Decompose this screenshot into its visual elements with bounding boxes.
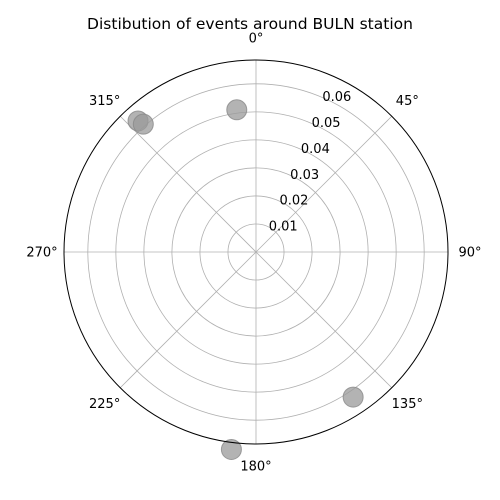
r-tick-label: 0.04 (301, 142, 330, 157)
data-point (132, 113, 154, 135)
theta-tick-label: 270° (26, 246, 57, 261)
r-tick-label: 0.05 (312, 116, 341, 131)
theta-gridline (255, 115, 393, 253)
frame-layer (63, 59, 449, 445)
label-layer: 0° 45° 90° 135° 180° 225° 270° 315° 0.01 0.02 0.03… (26, 32, 481, 475)
grid-layer (64, 60, 448, 444)
data-point (226, 99, 248, 121)
theta-tick-label: 90° (458, 246, 481, 261)
data-point (342, 386, 364, 408)
chart-title: Distibution of events around BULN statio… (87, 15, 413, 33)
theta-tick-label: 0° (249, 32, 264, 47)
r-tick-label: 0.03 (290, 168, 319, 183)
r-tick-label: 0.02 (279, 194, 308, 209)
data-point (220, 438, 242, 460)
theta-tick-label: 225° (89, 397, 120, 412)
theta-tick-label: 45° (396, 94, 419, 109)
r-tick-label: 0.01 (269, 220, 298, 235)
r-tick-label: 0.06 (322, 90, 351, 105)
theta-gridline (255, 251, 393, 389)
points-layer (127, 99, 364, 460)
theta-gridline (119, 251, 257, 389)
polar-frame (63, 59, 449, 445)
theta-tick-label: 315° (89, 94, 120, 109)
theta-gridline (119, 115, 257, 253)
theta-tick-label: 135° (392, 397, 423, 412)
theta-tick-label: 180° (240, 460, 271, 475)
